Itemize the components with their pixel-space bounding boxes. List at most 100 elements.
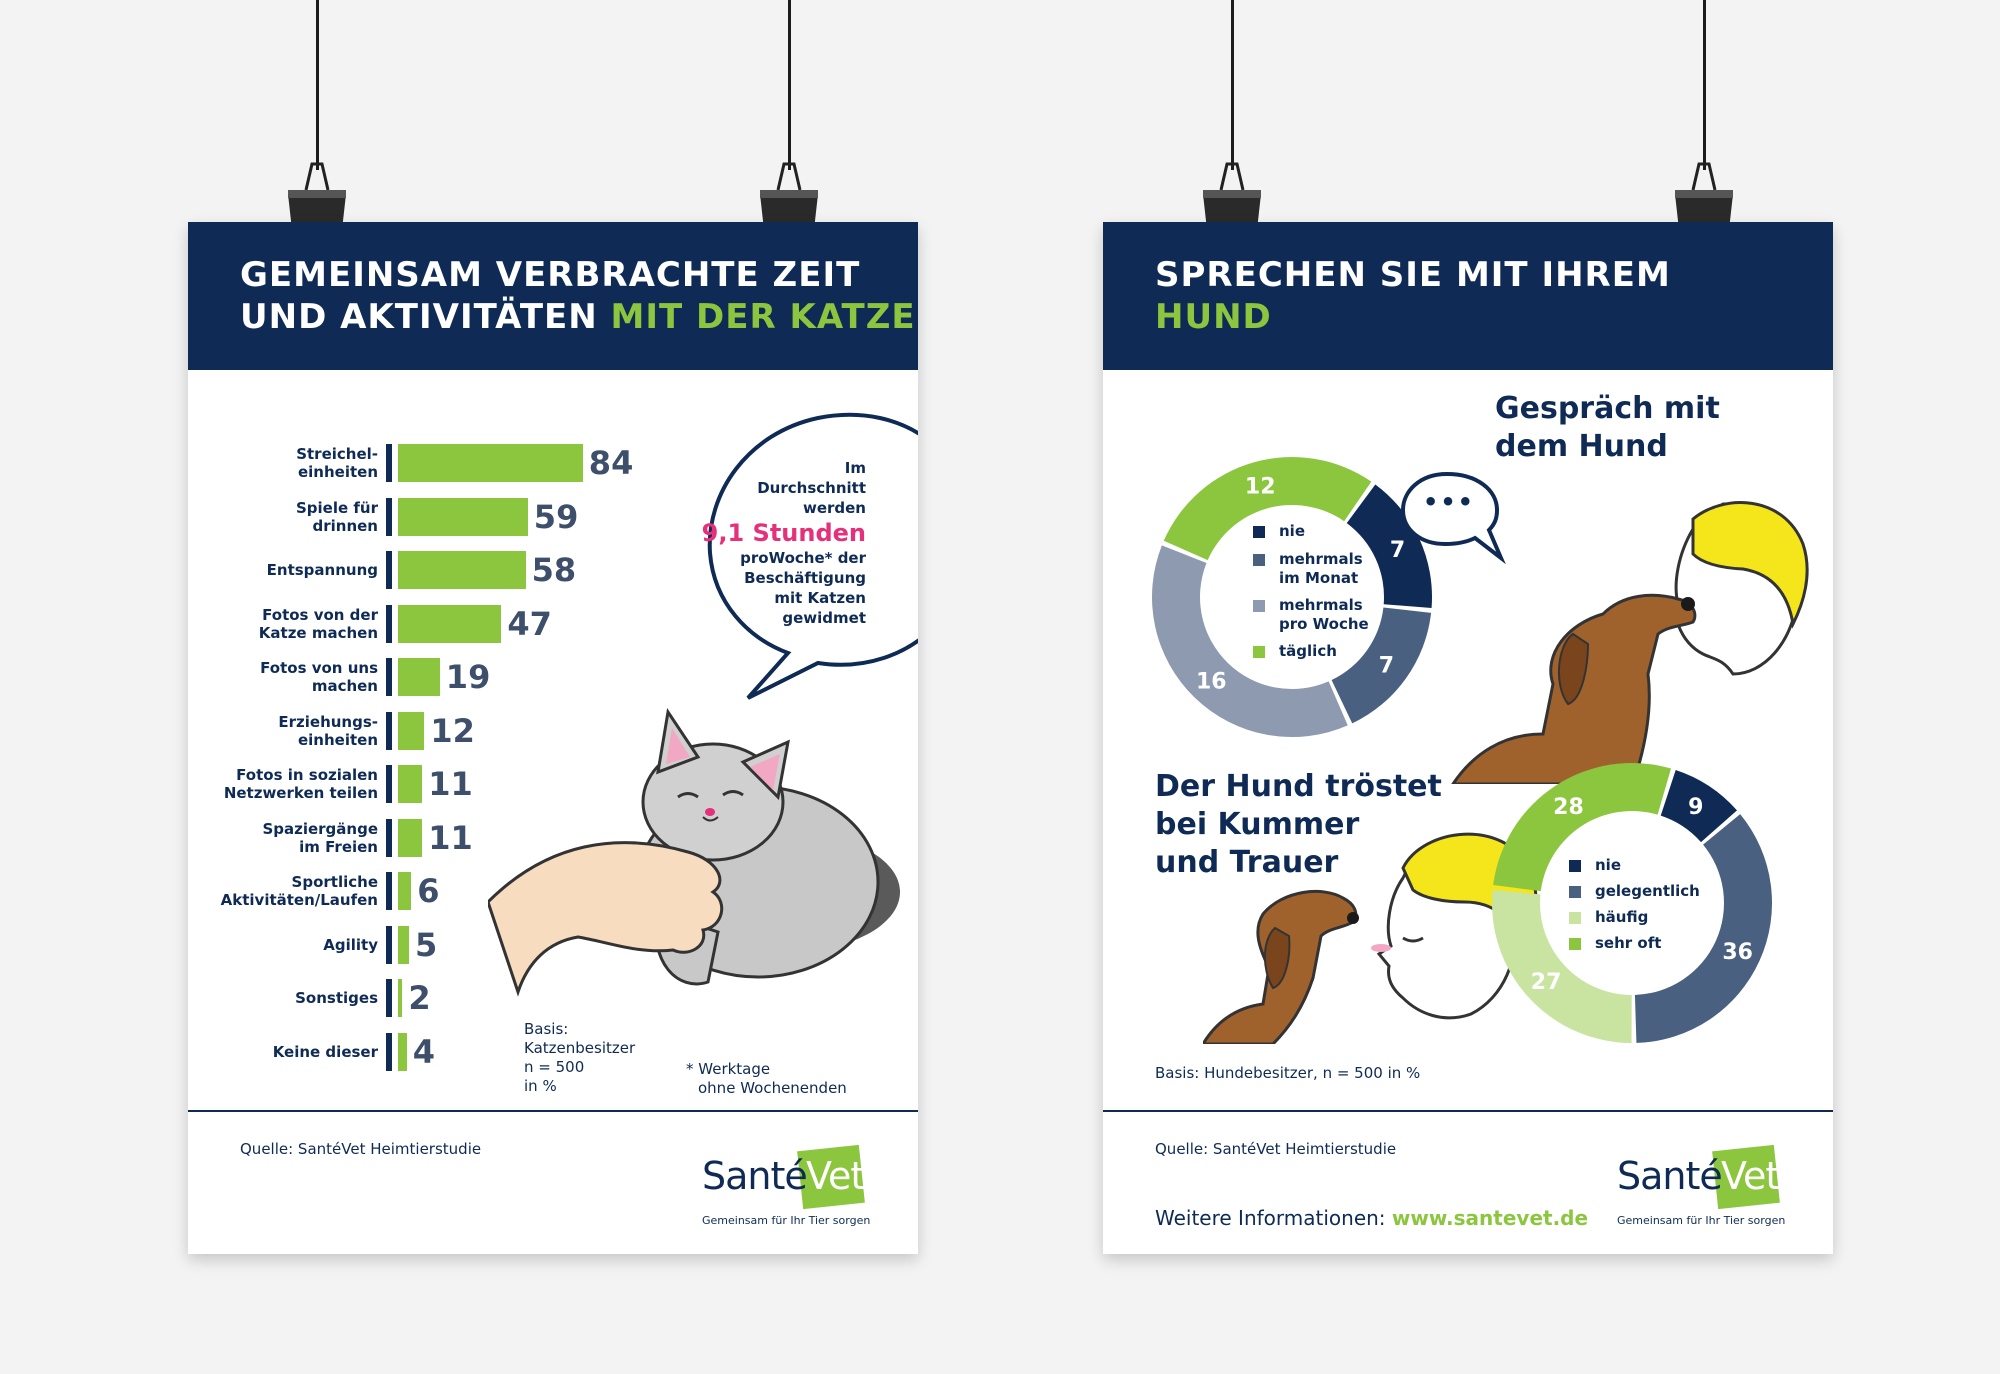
- poster-header: SPRECHEN SIE MIT IHREM HUND: [1103, 222, 1833, 370]
- binder-clip-icon: [760, 162, 818, 230]
- bar-category-label-line: im Freien: [299, 837, 378, 856]
- bar-value-label: 6: [417, 872, 440, 910]
- hanging-string: [316, 0, 319, 170]
- bar-category-label: Sonstiges: [188, 989, 378, 1007]
- source-note: Quelle: SantéVet Heimtierstudie: [1155, 1140, 1397, 1158]
- bubble-line: proWoche* der: [740, 549, 866, 567]
- donut-slice: [1331, 607, 1432, 724]
- bar-axis-tick: [386, 444, 392, 482]
- donut-chart-comfort: 9 36 27 28: [1492, 763, 1772, 1043]
- binder-clip-icon: [1203, 162, 1261, 230]
- poster-title-line2: HUND: [1155, 297, 1272, 337]
- bar-value-label: 11: [428, 765, 473, 803]
- legend-swatch: [1253, 646, 1265, 658]
- logo-tagline: Gemeinsam für Ihr Tier sorgen: [702, 1214, 871, 1227]
- logo-name: Santé: [1617, 1154, 1723, 1198]
- more-info-label: Weitere Informationen:: [1155, 1206, 1386, 1230]
- bar: [398, 818, 423, 857]
- logo-name-vet: Vet: [1721, 1154, 1780, 1198]
- bar-axis-tick: [386, 979, 392, 1017]
- poster-dog: SPRECHEN SIE MIT IHREM HUND Gespräch mit…: [1103, 222, 1833, 1254]
- legend-item: gelegentlich: [1569, 882, 1700, 901]
- bubble-text: Im Durchschnitt werden 9,1 Stunden proWo…: [666, 458, 866, 628]
- more-info: Weitere Informationen: www.santevet.de: [1155, 1206, 1588, 1230]
- bar-category-label: Fotos von uns machen: [188, 659, 378, 695]
- bar-category-label-line: Sportliche: [291, 873, 378, 891]
- poster-title-part: UND AKTIVITÄTEN: [240, 297, 598, 337]
- legend-swatch: [1569, 938, 1581, 950]
- donut-slice: [1634, 814, 1772, 1043]
- basis-line: Basis:: [524, 1020, 569, 1038]
- legend-label: täglich: [1279, 642, 1337, 660]
- legend-item: sehr oft: [1569, 934, 1661, 953]
- poster-title-line2: UND AKTIVITÄTEN MIT DER KATZE: [188, 296, 916, 338]
- bar-category-label-line: Katze machen: [258, 623, 378, 642]
- section-title-conversation: Gespräch mit dem Hund: [1495, 390, 1720, 466]
- hanging-string: [1231, 0, 1234, 170]
- bar-axis-tick: [386, 765, 392, 803]
- footnote-line: ohne Wochenenden: [698, 1079, 847, 1097]
- legend-label-line: pro Woche: [1279, 615, 1369, 633]
- bar-category-label-line: Agility: [323, 935, 378, 954]
- bar-value-label: 84: [588, 444, 634, 482]
- bar-category-label-line: Keine dieser: [272, 1042, 378, 1061]
- legend-label: nie: [1595, 856, 1621, 874]
- website-link[interactable]: www.santevet.de: [1391, 1206, 1589, 1230]
- binder-clip-icon: [1675, 162, 1733, 230]
- bar: [398, 872, 412, 910]
- basis-note: Basis: Hundebesitzer, n = 500 in %: [1155, 1064, 1421, 1082]
- bar: [398, 497, 528, 536]
- bar-axis-tick: [386, 818, 392, 857]
- bar-value-label: 4: [412, 1032, 436, 1071]
- bubble-line: Durchschnitt: [757, 479, 866, 497]
- legend-item: häufig: [1569, 908, 1648, 927]
- bar: [398, 925, 409, 964]
- legend-label: häufig: [1595, 908, 1649, 926]
- bar: [398, 1032, 407, 1071]
- basis-line: Katzenbesitzer: [524, 1039, 636, 1057]
- hanging-string: [788, 0, 791, 170]
- basis-note: Basis: Katzenbesitzer n = 500 in %: [524, 1020, 635, 1096]
- bar-axis-tick: [386, 1032, 392, 1071]
- bubble-line: Im: [844, 459, 866, 477]
- legend-item: täglich: [1253, 642, 1337, 661]
- bar-category-label-line: Streichel-: [296, 445, 378, 463]
- poster-header: GEMEINSAM VERBRACHTE ZEIT UND AKTIVITÄTE…: [188, 222, 918, 370]
- bubble-line: mit Katzen: [774, 589, 866, 607]
- speech-bubble-icon: [707, 412, 918, 700]
- speech-dots: •••: [1423, 488, 1476, 516]
- legend-swatch: [1569, 912, 1581, 924]
- hanging-string: [1703, 0, 1706, 170]
- bar-value-label: 19: [445, 658, 491, 696]
- donut-chart-conversation: 7 7 16 12: [1152, 457, 1432, 737]
- donut-value-label: 12: [1245, 474, 1276, 499]
- legend-label: gelegentlich: [1595, 882, 1700, 900]
- donut-slice: [1660, 769, 1737, 843]
- footnote: * Werktage ohne Wochenenden: [686, 1060, 847, 1098]
- bar: [398, 551, 526, 589]
- person-dog-illustration-icon: [1451, 501, 1809, 784]
- bubble-line: Beschäftigung: [744, 569, 866, 587]
- legend-item: mehrmals im Monat: [1253, 550, 1363, 588]
- legend-swatch: [1569, 860, 1581, 872]
- basis-line: n = 500: [524, 1058, 585, 1076]
- santevet-logo: Santé Vet Gemeinsam für Ihr Tier sorgen: [702, 1142, 872, 1232]
- footer-divider: [1103, 1110, 1833, 1112]
- bar-category-label-line: einheiten: [297, 463, 378, 481]
- donut-slice: [1346, 484, 1432, 609]
- bar-chart: Streichel-einheiten 84 Spiele für drinnen 59…: [188, 222, 918, 1102]
- bar-axis-tick: [386, 658, 392, 696]
- bar-value-label: 2: [408, 979, 431, 1017]
- footer-divider: [188, 1110, 918, 1112]
- bar-category-label-line: einheiten: [297, 730, 378, 749]
- bar-category-label: Keine dieser: [188, 1043, 378, 1061]
- bar-category-label-line: Fotos in sozialen: [236, 766, 378, 784]
- bar-category-label-line: Spiele für: [296, 498, 378, 517]
- bar-axis-tick: [386, 872, 392, 910]
- binder-clip-icon: [288, 162, 346, 230]
- bar-value-label: 58: [531, 551, 577, 589]
- bar: [398, 604, 502, 643]
- bar-category-label-line: Fotos von der: [262, 605, 378, 624]
- legend-label: mehrmals im Monat: [1279, 550, 1363, 588]
- bar-value-label: 59: [533, 497, 579, 536]
